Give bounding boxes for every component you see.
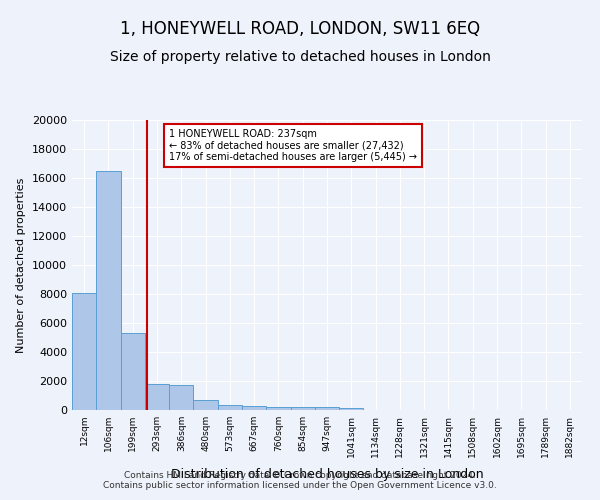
Bar [72, 292, 96, 410]
Bar [169, 384, 193, 410]
Text: Contains HM Land Registry data © Crown copyright and database right 2024.
Contai: Contains HM Land Registry data © Crown c… [103, 470, 497, 490]
Text: 1 HONEYWELL ROAD: 237sqm
← 83% of detached houses are smaller (27,432)
17% of se: 1 HONEYWELL ROAD: 237sqm ← 83% of detach… [169, 128, 417, 162]
Bar [339, 408, 364, 410]
Bar [315, 408, 339, 410]
Bar [290, 407, 315, 410]
Y-axis label: Number of detached properties: Number of detached properties [16, 178, 26, 352]
Bar [145, 384, 169, 410]
Bar [266, 407, 290, 410]
Bar [218, 405, 242, 410]
Bar [242, 406, 266, 410]
Bar [121, 333, 145, 410]
Text: 1, HONEYWELL ROAD, LONDON, SW11 6EQ: 1, HONEYWELL ROAD, LONDON, SW11 6EQ [120, 20, 480, 38]
Text: Size of property relative to detached houses in London: Size of property relative to detached ho… [110, 50, 490, 64]
Bar [193, 400, 218, 410]
Bar [96, 171, 121, 410]
X-axis label: Distribution of detached houses by size in London: Distribution of detached houses by size … [170, 468, 484, 481]
